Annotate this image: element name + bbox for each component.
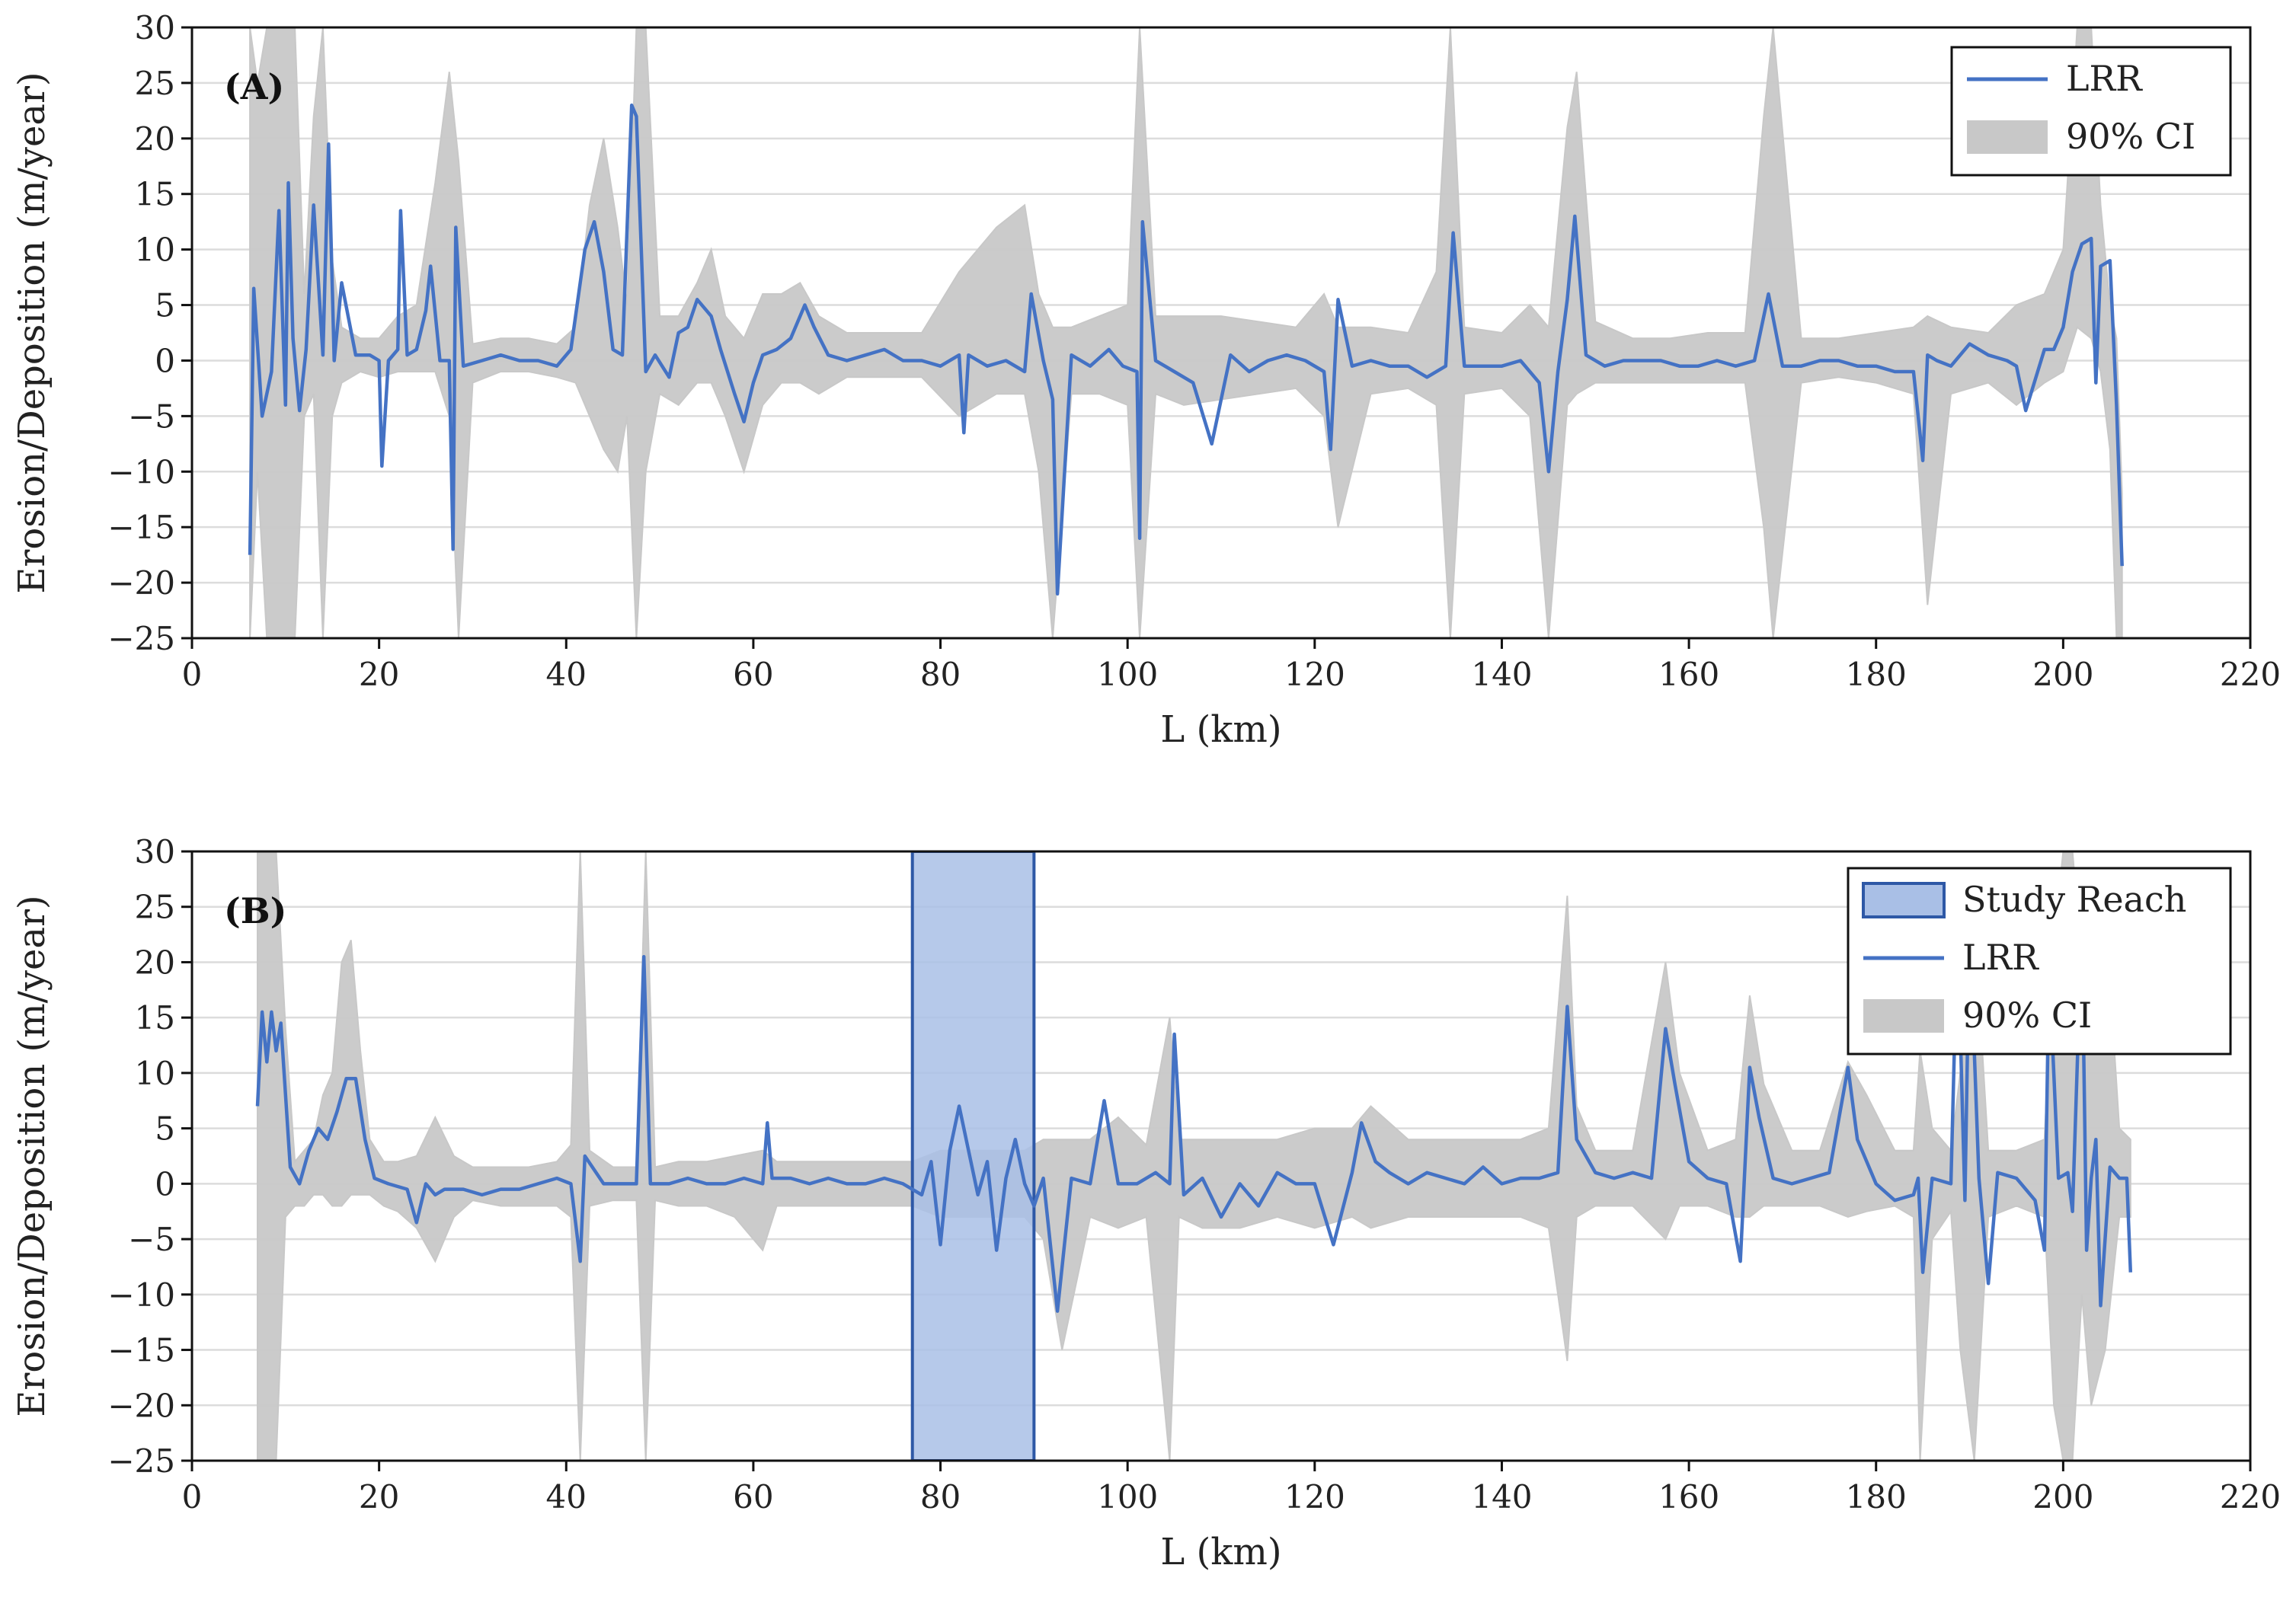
- x-tick-label: 220: [2220, 656, 2281, 693]
- y-tick-label: 5: [155, 287, 175, 324]
- panel-a: 0 20 40 60 80 100 120 140 160 180 200 220−25−20−15−…: [11, 9, 2281, 751]
- y-tick-label: 0: [155, 342, 175, 379]
- y-tick-label: 20: [135, 944, 175, 981]
- y-tick-label: 20: [135, 120, 175, 158]
- y-tick-label: −15: [107, 1332, 175, 1369]
- lrr-line: [255, 921, 2133, 1313]
- x-tick-label: 80: [920, 656, 961, 693]
- x-tick-label: 220: [2220, 1478, 2281, 1516]
- y-tick-label: −5: [128, 398, 175, 435]
- ci-band: [249, 27, 2123, 638]
- y-tick-label: −10: [107, 453, 175, 490]
- panel-b: 0 20 40 60 80 100 120 140 160 180 200 220−25−20−15−…: [11, 833, 2281, 1573]
- x-tick-label: 200: [2032, 1478, 2093, 1516]
- x-tick-label: 100: [1097, 656, 1158, 693]
- legend-label: Study Reach: [1962, 879, 2186, 920]
- y-tick-label: 5: [155, 1110, 175, 1148]
- x-tick-label: 200: [2032, 656, 2093, 693]
- y-tick-label: 10: [135, 1055, 175, 1092]
- y-axis-label: Erosion/Deposition (m/year): [11, 72, 53, 593]
- x-tick-label: 160: [1658, 1478, 1719, 1516]
- legend-label: 90% CI: [2066, 116, 2195, 157]
- y-tick-label: 30: [135, 9, 175, 46]
- x-tick-label: 100: [1097, 1478, 1158, 1516]
- x-tick-label: 180: [1846, 656, 1907, 693]
- x-tick-label: 60: [733, 656, 773, 693]
- x-tick-label: 20: [359, 656, 399, 693]
- legend-label: LRR: [1962, 937, 2039, 978]
- x-tick-label: 120: [1284, 1478, 1345, 1516]
- axes-frame: [190, 26, 2252, 640]
- legend-label: LRR: [2066, 58, 2143, 99]
- y-tick-label: −25: [107, 620, 175, 657]
- x-tick-label: 160: [1658, 656, 1719, 693]
- study-reach-band: [910, 851, 1036, 1461]
- plot-area: [255, 851, 2133, 1461]
- y-tick-label: 10: [135, 232, 175, 269]
- y-tick-label: 25: [135, 889, 175, 926]
- grid: [192, 26, 2250, 640]
- legend: LRR 90% CI: [1950, 46, 2232, 177]
- x-tick-label: 60: [733, 1478, 773, 1516]
- y-tick-label: −25: [107, 1442, 175, 1480]
- legend-label: 90% CI: [1962, 995, 2092, 1036]
- legend-swatch-study-reach: [1862, 882, 1946, 918]
- x-tick-label: 20: [359, 1478, 399, 1516]
- y-tick-label: 15: [135, 999, 175, 1036]
- panel-label: (A): [224, 66, 284, 107]
- x-tick-label: 80: [920, 1478, 961, 1516]
- y-tick-label: −5: [128, 1221, 175, 1258]
- y-tick-label: −20: [107, 564, 175, 602]
- x-tick-label: 120: [1284, 656, 1345, 693]
- y-tick-label: 0: [155, 1165, 175, 1203]
- legend-swatch-ci: [1863, 999, 1944, 1033]
- plot-area: [248, 27, 2124, 638]
- x-tick-label: 40: [546, 1478, 587, 1516]
- x-tick-label: 140: [1471, 656, 1532, 693]
- panel-label: (B): [224, 890, 286, 931]
- y-tick-label: −15: [107, 509, 175, 546]
- legend: Study Reach LRR 90% CI: [1847, 867, 2232, 1056]
- x-tick-label: 40: [546, 656, 587, 693]
- x-tick-label: 0: [182, 1478, 203, 1516]
- y-tick-label: −10: [107, 1276, 175, 1314]
- y-axis-label: Erosion/Deposition (m/year): [11, 895, 53, 1417]
- y-tick-label: 15: [135, 176, 175, 213]
- legend-swatch-ci: [1967, 120, 2048, 154]
- axes-frame: [190, 850, 2252, 1462]
- x-tick-label: 180: [1846, 1478, 1907, 1516]
- x-tick-label: 0: [182, 656, 203, 693]
- x-tick-label: 140: [1471, 1478, 1532, 1516]
- x-axis-label: L (km): [1160, 708, 1281, 751]
- lrr-line: [248, 103, 2124, 596]
- y-tick-label: 30: [135, 833, 175, 870]
- ci-band: [257, 851, 2131, 1461]
- x-axis-label: L (km): [1160, 1531, 1281, 1573]
- y-tick-label: 25: [135, 65, 175, 102]
- y-tick-label: −20: [107, 1387, 175, 1424]
